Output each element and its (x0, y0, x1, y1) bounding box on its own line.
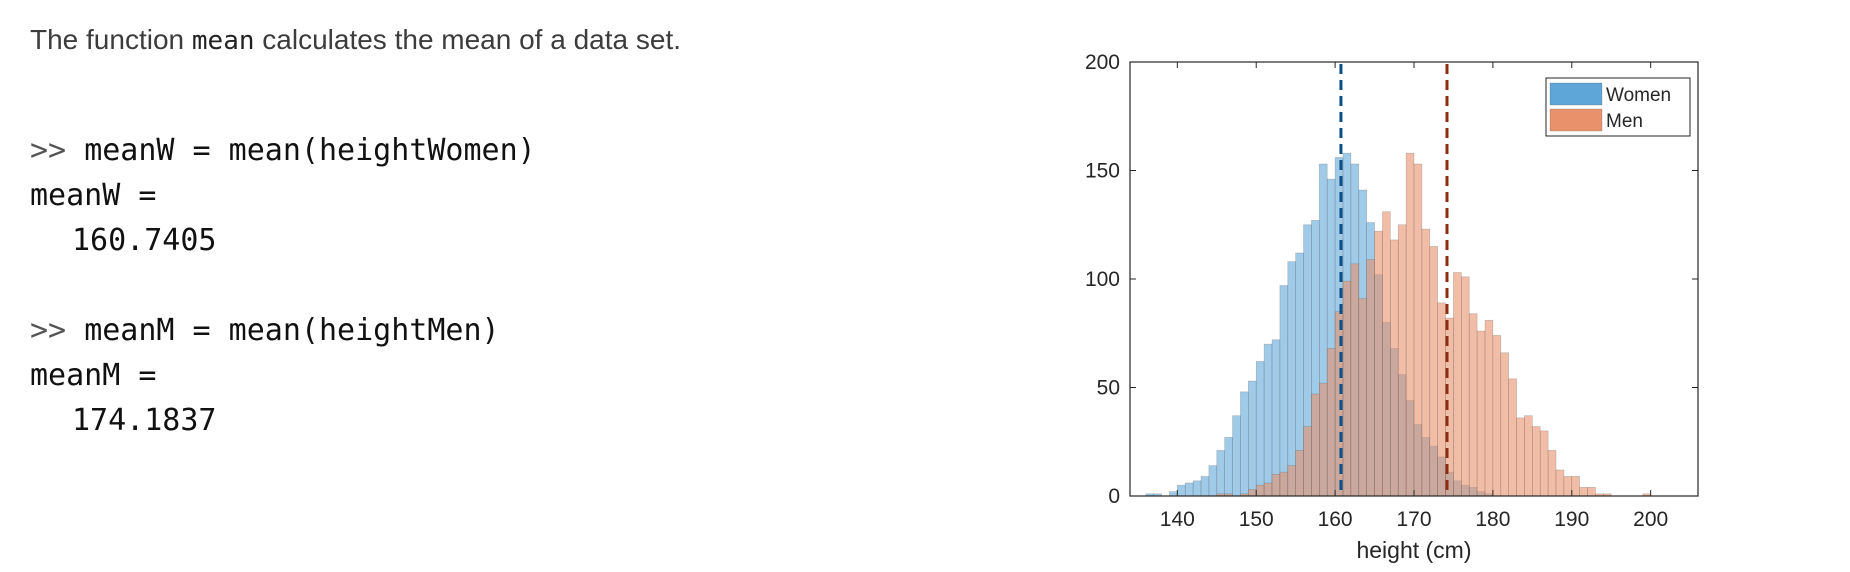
result-value: 174.1837 (72, 403, 217, 438)
bar-men (1476, 330, 1486, 497)
prompt-symbol: >> (30, 133, 67, 168)
bar-women (1200, 476, 1210, 497)
bar-men (1484, 319, 1494, 497)
bar-women (1279, 285, 1289, 497)
bar-women (1248, 380, 1257, 497)
command-line-men: >> meanM = mean(heightMen) (30, 308, 536, 353)
bar-men (1461, 276, 1470, 497)
bar-men (1350, 263, 1360, 497)
intro-after: calculates the mean of a data set. (262, 24, 681, 55)
bar-men (1563, 476, 1573, 497)
bar-women (1240, 391, 1249, 497)
legend-label-women: Women (1606, 85, 1671, 106)
bar-men (1421, 228, 1431, 497)
bar-women (1255, 361, 1265, 497)
x-tick-label: 150 (1239, 508, 1274, 531)
bar-men (1429, 246, 1438, 497)
command-console: >> meanW = mean(heightWomen) meanW = 160… (30, 128, 536, 443)
mean-lines (1339, 64, 1449, 496)
command-text: meanW = mean(heightWomen) (84, 133, 536, 168)
bar-men (1287, 465, 1296, 497)
height-histogram-chart: 140 150 160 170 180 190 200 0 50 100 150 200 height … (1085, 51, 1699, 563)
command-text: meanM = mean(heightMen) (84, 313, 500, 348)
result-label: meanW = (30, 178, 157, 213)
bar-men (1326, 348, 1336, 497)
bar-men (1453, 272, 1462, 497)
y-tick-label: 100 (1085, 268, 1120, 291)
bar-women (1216, 450, 1225, 497)
bar-women (1177, 484, 1186, 497)
bar-men (1271, 473, 1281, 497)
bar-men (1390, 239, 1399, 497)
bar-men (1358, 298, 1367, 497)
bar-men (1547, 450, 1557, 497)
bar-women (1287, 261, 1296, 497)
intro-text: The function mean calculates the mean of… (30, 24, 681, 56)
command-line-women: >> meanW = mean(heightWomen) (30, 128, 536, 173)
x-tick-label: 170 (1396, 508, 1431, 531)
bar-women (1263, 343, 1273, 497)
intro-before: The function (30, 24, 185, 55)
x-tick-label: 200 (1633, 508, 1668, 531)
x-tick-label: 190 (1554, 508, 1589, 531)
bar-men (1303, 426, 1312, 497)
legend: Women Men (1545, 77, 1691, 137)
bar-men (1248, 489, 1257, 497)
bar-women (1224, 437, 1233, 497)
legend-swatch-men (1549, 108, 1603, 132)
bar-men (1524, 415, 1533, 497)
spacer (30, 263, 536, 308)
bar-men (1539, 430, 1549, 497)
prompt-symbol: >> (30, 313, 67, 348)
bar-men (1311, 393, 1320, 497)
y-tick-label: 150 (1085, 160, 1120, 183)
bar-men (1500, 352, 1509, 497)
bar-men (1382, 211, 1391, 497)
bar-men (1532, 426, 1541, 497)
bar-women (1184, 482, 1194, 497)
bar-men (1579, 487, 1588, 497)
x-axis-label: height (cm) (1356, 537, 1471, 563)
axes: 140 150 160 170 180 190 200 0 50 100 150 200 height … (1085, 51, 1699, 563)
bar-men (1555, 469, 1565, 497)
bar-men (1366, 259, 1375, 497)
intro-code-mean: mean (191, 26, 255, 56)
bar-men (1342, 280, 1352, 497)
bar-men (1397, 224, 1407, 497)
bar-men (1374, 230, 1383, 497)
legend-swatch-women (1549, 82, 1603, 106)
bar-men (1571, 476, 1580, 497)
bar-men (1405, 152, 1415, 497)
y-tick-label: 200 (1085, 51, 1120, 74)
bar-men (1295, 450, 1304, 497)
bar-women (1192, 480, 1202, 497)
bar-men (1492, 335, 1502, 497)
y-tick-label: 0 (1108, 485, 1120, 508)
bar-men (1255, 484, 1265, 497)
bar-men (1516, 417, 1525, 497)
bar-men (1468, 313, 1478, 497)
x-tick-label: 180 (1475, 508, 1510, 531)
bar-men (1263, 482, 1273, 497)
bar-men (1279, 471, 1289, 497)
bar-men (1413, 163, 1423, 497)
legend-label-men: Men (1606, 111, 1643, 132)
bar-men (1587, 487, 1596, 497)
bar-women (1271, 339, 1281, 497)
y-tick-label: 50 (1097, 377, 1120, 400)
result-label: meanM = (30, 358, 157, 393)
x-tick-label: 140 (1160, 508, 1195, 531)
bar-men (1508, 378, 1517, 497)
bar-women (1208, 465, 1218, 497)
result-value: 160.7405 (72, 223, 217, 258)
bar-men (1319, 382, 1328, 497)
x-tick-label: 160 (1318, 508, 1353, 531)
bar-women (1232, 415, 1241, 497)
bar-women (1169, 491, 1178, 497)
bar-men (1437, 302, 1446, 497)
